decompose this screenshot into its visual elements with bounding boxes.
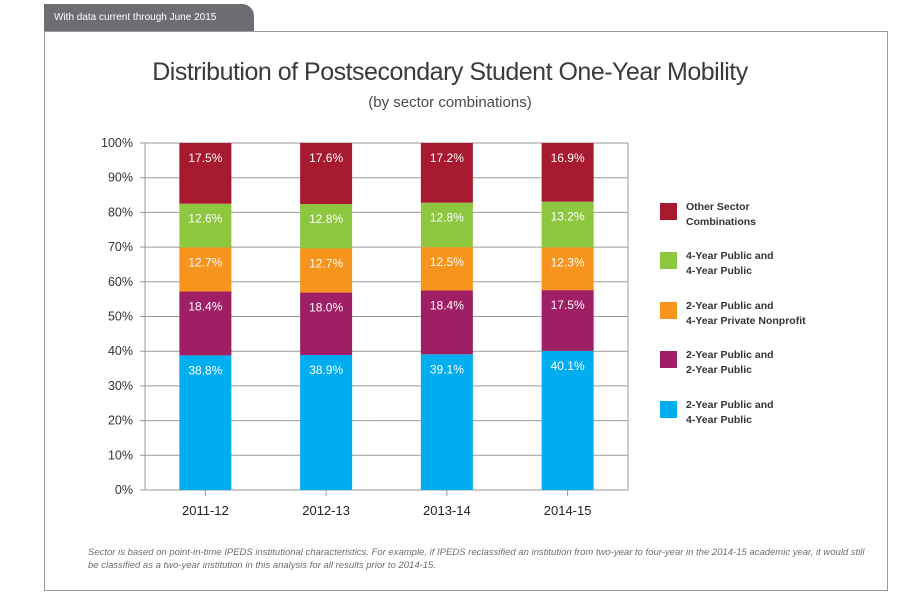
x-tick-label: 2012-13 — [302, 503, 350, 518]
chart-title: Distribution of Postsecondary Student On… — [152, 58, 748, 86]
y-tick-label: 70% — [108, 240, 133, 254]
x-tick-label: 2013-14 — [423, 503, 471, 518]
bar-segment — [300, 204, 353, 249]
data-label: 12.3% — [551, 255, 585, 269]
data-label: 12.7% — [309, 256, 343, 270]
chart-legend: Other Sector Combinations 4-Year Public … — [660, 200, 860, 447]
bar-segment — [420, 143, 473, 203]
data-label: 18.4% — [430, 298, 464, 312]
legend-item-4yr-public-4yr-public: 4-Year Public and 4-Year Public — [660, 249, 860, 298]
bar-segment — [179, 143, 232, 204]
y-tick-label: 90% — [108, 171, 133, 185]
data-label: 12.8% — [430, 211, 464, 225]
bar-segment — [541, 350, 594, 490]
y-tick-label: 30% — [108, 379, 133, 393]
data-currency-tab: With data current through June 2015 — [44, 4, 254, 32]
legend-item-2yr-public-4yr-private: 2-Year Public and 4-Year Private Nonprof… — [660, 299, 860, 348]
data-label: 17.6% — [309, 151, 343, 165]
legend-label: 2-Year Public and 2-Year Public — [686, 349, 774, 377]
bar-segment — [300, 355, 353, 490]
legend-swatch — [660, 351, 677, 369]
data-label: 12.6% — [188, 212, 222, 226]
legend-label: 4-Year Public and 4-Year Public — [686, 250, 774, 278]
bar-segment — [420, 247, 473, 291]
data-label: 18.4% — [188, 300, 222, 314]
data-label: 38.9% — [309, 363, 343, 377]
legend-label: 2-Year Public and 4-Year Private Nonprof… — [686, 299, 806, 327]
footnote: Sector is based on point-in-time IPEDS i… — [88, 547, 865, 571]
chart-frame — [44, 31, 888, 591]
data-label: 17.5% — [188, 151, 222, 165]
bar-segment — [541, 201, 594, 248]
legend-swatch — [660, 203, 677, 220]
legend-swatch — [660, 252, 677, 270]
y-tick-label: 60% — [108, 275, 133, 289]
bar-segment — [541, 290, 594, 351]
legend-item-2yr-public-4yr-public: 2-Year Public and 4-Year Public — [660, 398, 860, 447]
bar-segment — [300, 292, 353, 356]
bar-segment — [420, 290, 473, 355]
bar-segment — [179, 247, 232, 292]
legend-item-other: Other Sector Combinations — [660, 200, 860, 249]
bar-segment — [179, 291, 232, 356]
y-tick-label: 40% — [108, 344, 133, 358]
bar-segment — [541, 143, 594, 202]
bar-segment — [420, 354, 473, 490]
y-tick-label: 50% — [108, 310, 133, 324]
y-tick-label: 10% — [108, 448, 133, 462]
legend-swatch — [660, 301, 677, 319]
data-label: 12.5% — [430, 255, 464, 269]
data-label: 39.1% — [430, 362, 464, 376]
legend-label: Other Sector Combinations — [686, 201, 756, 228]
x-tick-label: 2011-12 — [182, 503, 229, 518]
data-label: 40.1% — [551, 359, 585, 373]
bar-segment — [179, 355, 232, 490]
bar-segment — [300, 248, 353, 293]
data-label: 16.9% — [551, 151, 585, 165]
data-label: 17.2% — [430, 151, 464, 165]
y-tick-label: 80% — [108, 205, 133, 219]
data-label: 17.5% — [551, 298, 585, 312]
chart-subtitle: (by sector combinations) — [368, 94, 532, 111]
data-label: 18.0% — [309, 301, 343, 315]
data-label: 13.2% — [551, 210, 585, 224]
x-tick-label: 2014-15 — [544, 503, 592, 518]
y-tick-label: 0% — [115, 483, 133, 497]
legend-item-2yr-public-2yr-public: 2-Year Public and 2-Year Public — [660, 348, 860, 397]
legend-label: 2-Year Public and 4-Year Public — [686, 398, 774, 426]
bar-segment — [179, 203, 232, 248]
data-label: 12.7% — [188, 255, 222, 269]
data-label: 12.8% — [309, 212, 343, 226]
legend-swatch — [660, 400, 677, 418]
bar-segment — [300, 143, 353, 205]
y-tick-label: 20% — [108, 414, 133, 428]
y-tick-label: 100% — [101, 136, 133, 150]
data-label: 38.8% — [188, 363, 222, 377]
bar-segment — [420, 202, 473, 248]
bar-segment — [541, 247, 594, 291]
